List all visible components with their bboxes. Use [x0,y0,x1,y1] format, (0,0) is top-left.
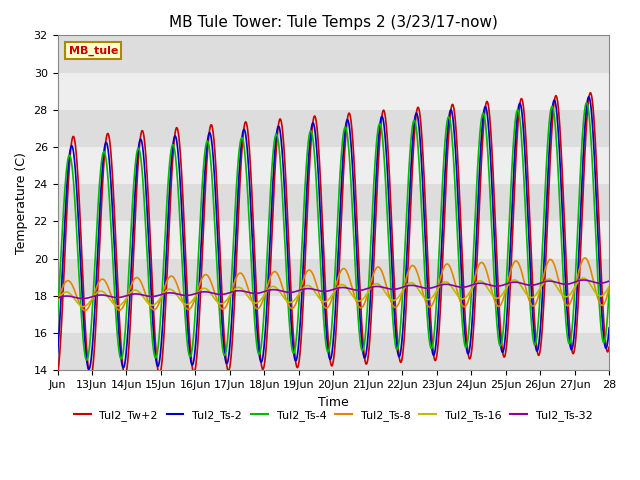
Y-axis label: Temperature (C): Temperature (C) [15,152,28,254]
Bar [58,259,609,296]
Legend: Tul2_Tw+2, Tul2_Ts-2, Tul2_Ts-4, Tul2_Ts-8, Tul2_Ts-16, Tul2_Ts-32: Tul2_Tw+2, Tul2_Ts-2, Tul2_Ts-4, Tul2_Ts… [69,406,597,425]
Bar [58,36,609,72]
Text: MB_tule: MB_tule [68,46,118,56]
Bar [58,184,609,221]
Bar [58,72,609,110]
Bar [58,147,609,184]
Bar [58,221,609,259]
Bar [58,110,609,147]
Bar [58,296,609,333]
Title: MB Tule Tower: Tule Temps 2 (3/23/17-now): MB Tule Tower: Tule Temps 2 (3/23/17-now… [169,15,498,30]
X-axis label: Time: Time [318,396,349,408]
Bar [58,333,609,371]
